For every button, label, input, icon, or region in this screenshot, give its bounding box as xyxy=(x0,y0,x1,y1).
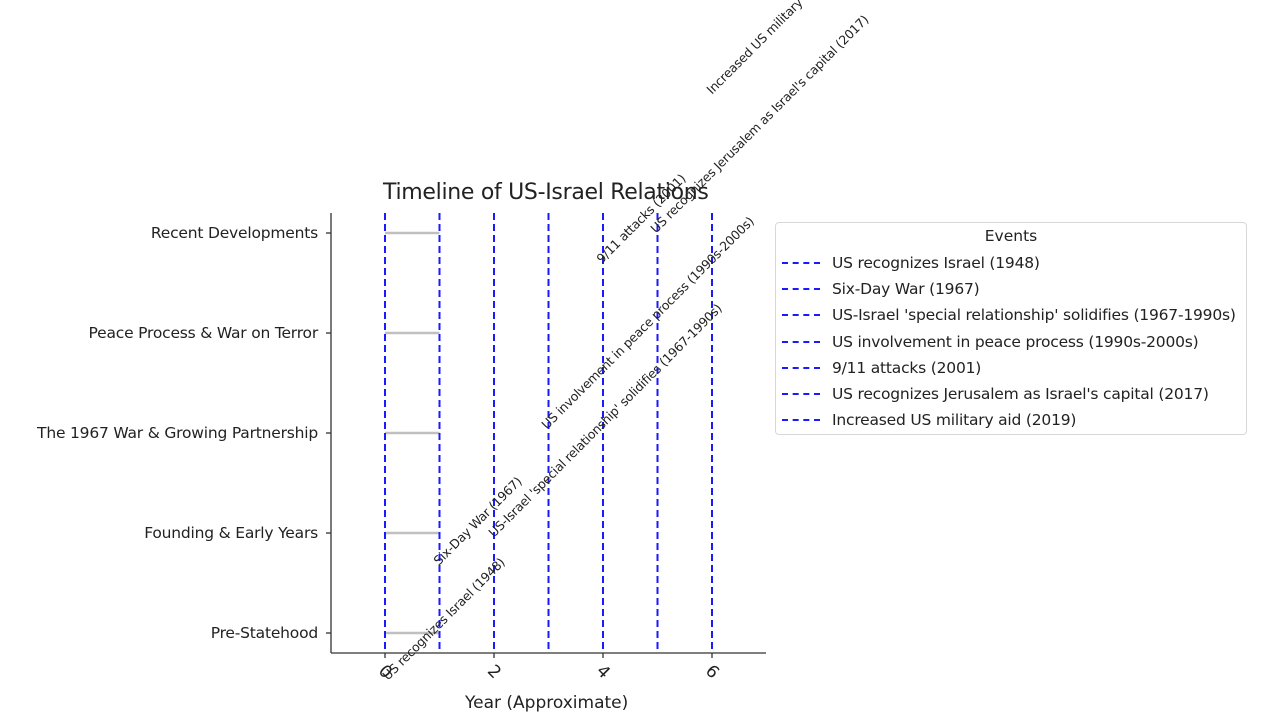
legend-entry: US recognizes Jerusalem as Israel's capi… xyxy=(782,384,1209,404)
legend-entry-label: US-Israel 'special relationship' solidif… xyxy=(832,306,1236,325)
legend-entry-label: 9/11 attacks (2001) xyxy=(832,358,982,377)
legend-entry: 9/11 attacks (2001) xyxy=(782,358,981,378)
legend-entry: US recognizes Israel (1948) xyxy=(782,253,1040,273)
legend-entry-label: US involvement in peace process (1990s-2… xyxy=(832,332,1199,351)
dashed-line-icon xyxy=(782,366,820,369)
y-tick-label: The 1967 War & Growing Partnership xyxy=(37,424,318,442)
legend-entry: Six-Day War (1967) xyxy=(782,279,980,299)
legend-title: Events xyxy=(984,227,1038,245)
y-tick-label: Founding & Early Years xyxy=(144,524,318,542)
legend-entry-label: US recognizes Israel (1948) xyxy=(832,254,1040,272)
y-tick-label: Pre-Statehood xyxy=(210,624,318,642)
legend-entry: US-Israel 'special relationship' solidif… xyxy=(782,305,1236,325)
period-segments xyxy=(385,231,440,635)
dashed-line-icon xyxy=(782,419,820,422)
y-tick-label: Recent Developments xyxy=(150,224,318,242)
dashed-line-icon xyxy=(782,314,820,317)
legend-entry: US involvement in peace process (1990s-2… xyxy=(782,332,1199,352)
event-lines xyxy=(384,213,713,653)
dashed-line-icon xyxy=(782,340,820,343)
y-tick-label: Peace Process & War on Terror xyxy=(88,324,319,342)
legend-entry: Increased US military aid (2019) xyxy=(782,410,1076,430)
legend: Events US recognizes Israel (1948) Six-Da… xyxy=(775,222,1247,435)
legend-entry-label: Six-Day War (1967) xyxy=(832,280,980,299)
legend-entry-label: Increased US military aid (2019) xyxy=(832,411,1077,430)
dashed-line-icon xyxy=(782,393,820,395)
axes xyxy=(326,213,766,658)
dashed-line-icon xyxy=(782,288,820,291)
x-axis-label: Year (Approximate) xyxy=(465,693,629,713)
legend-entry-label: US recognizes Jerusalem as Israel's capi… xyxy=(832,385,1209,403)
chart-title: Timeline of US-Israel Relations xyxy=(383,180,709,205)
dashed-line-icon xyxy=(782,262,820,264)
